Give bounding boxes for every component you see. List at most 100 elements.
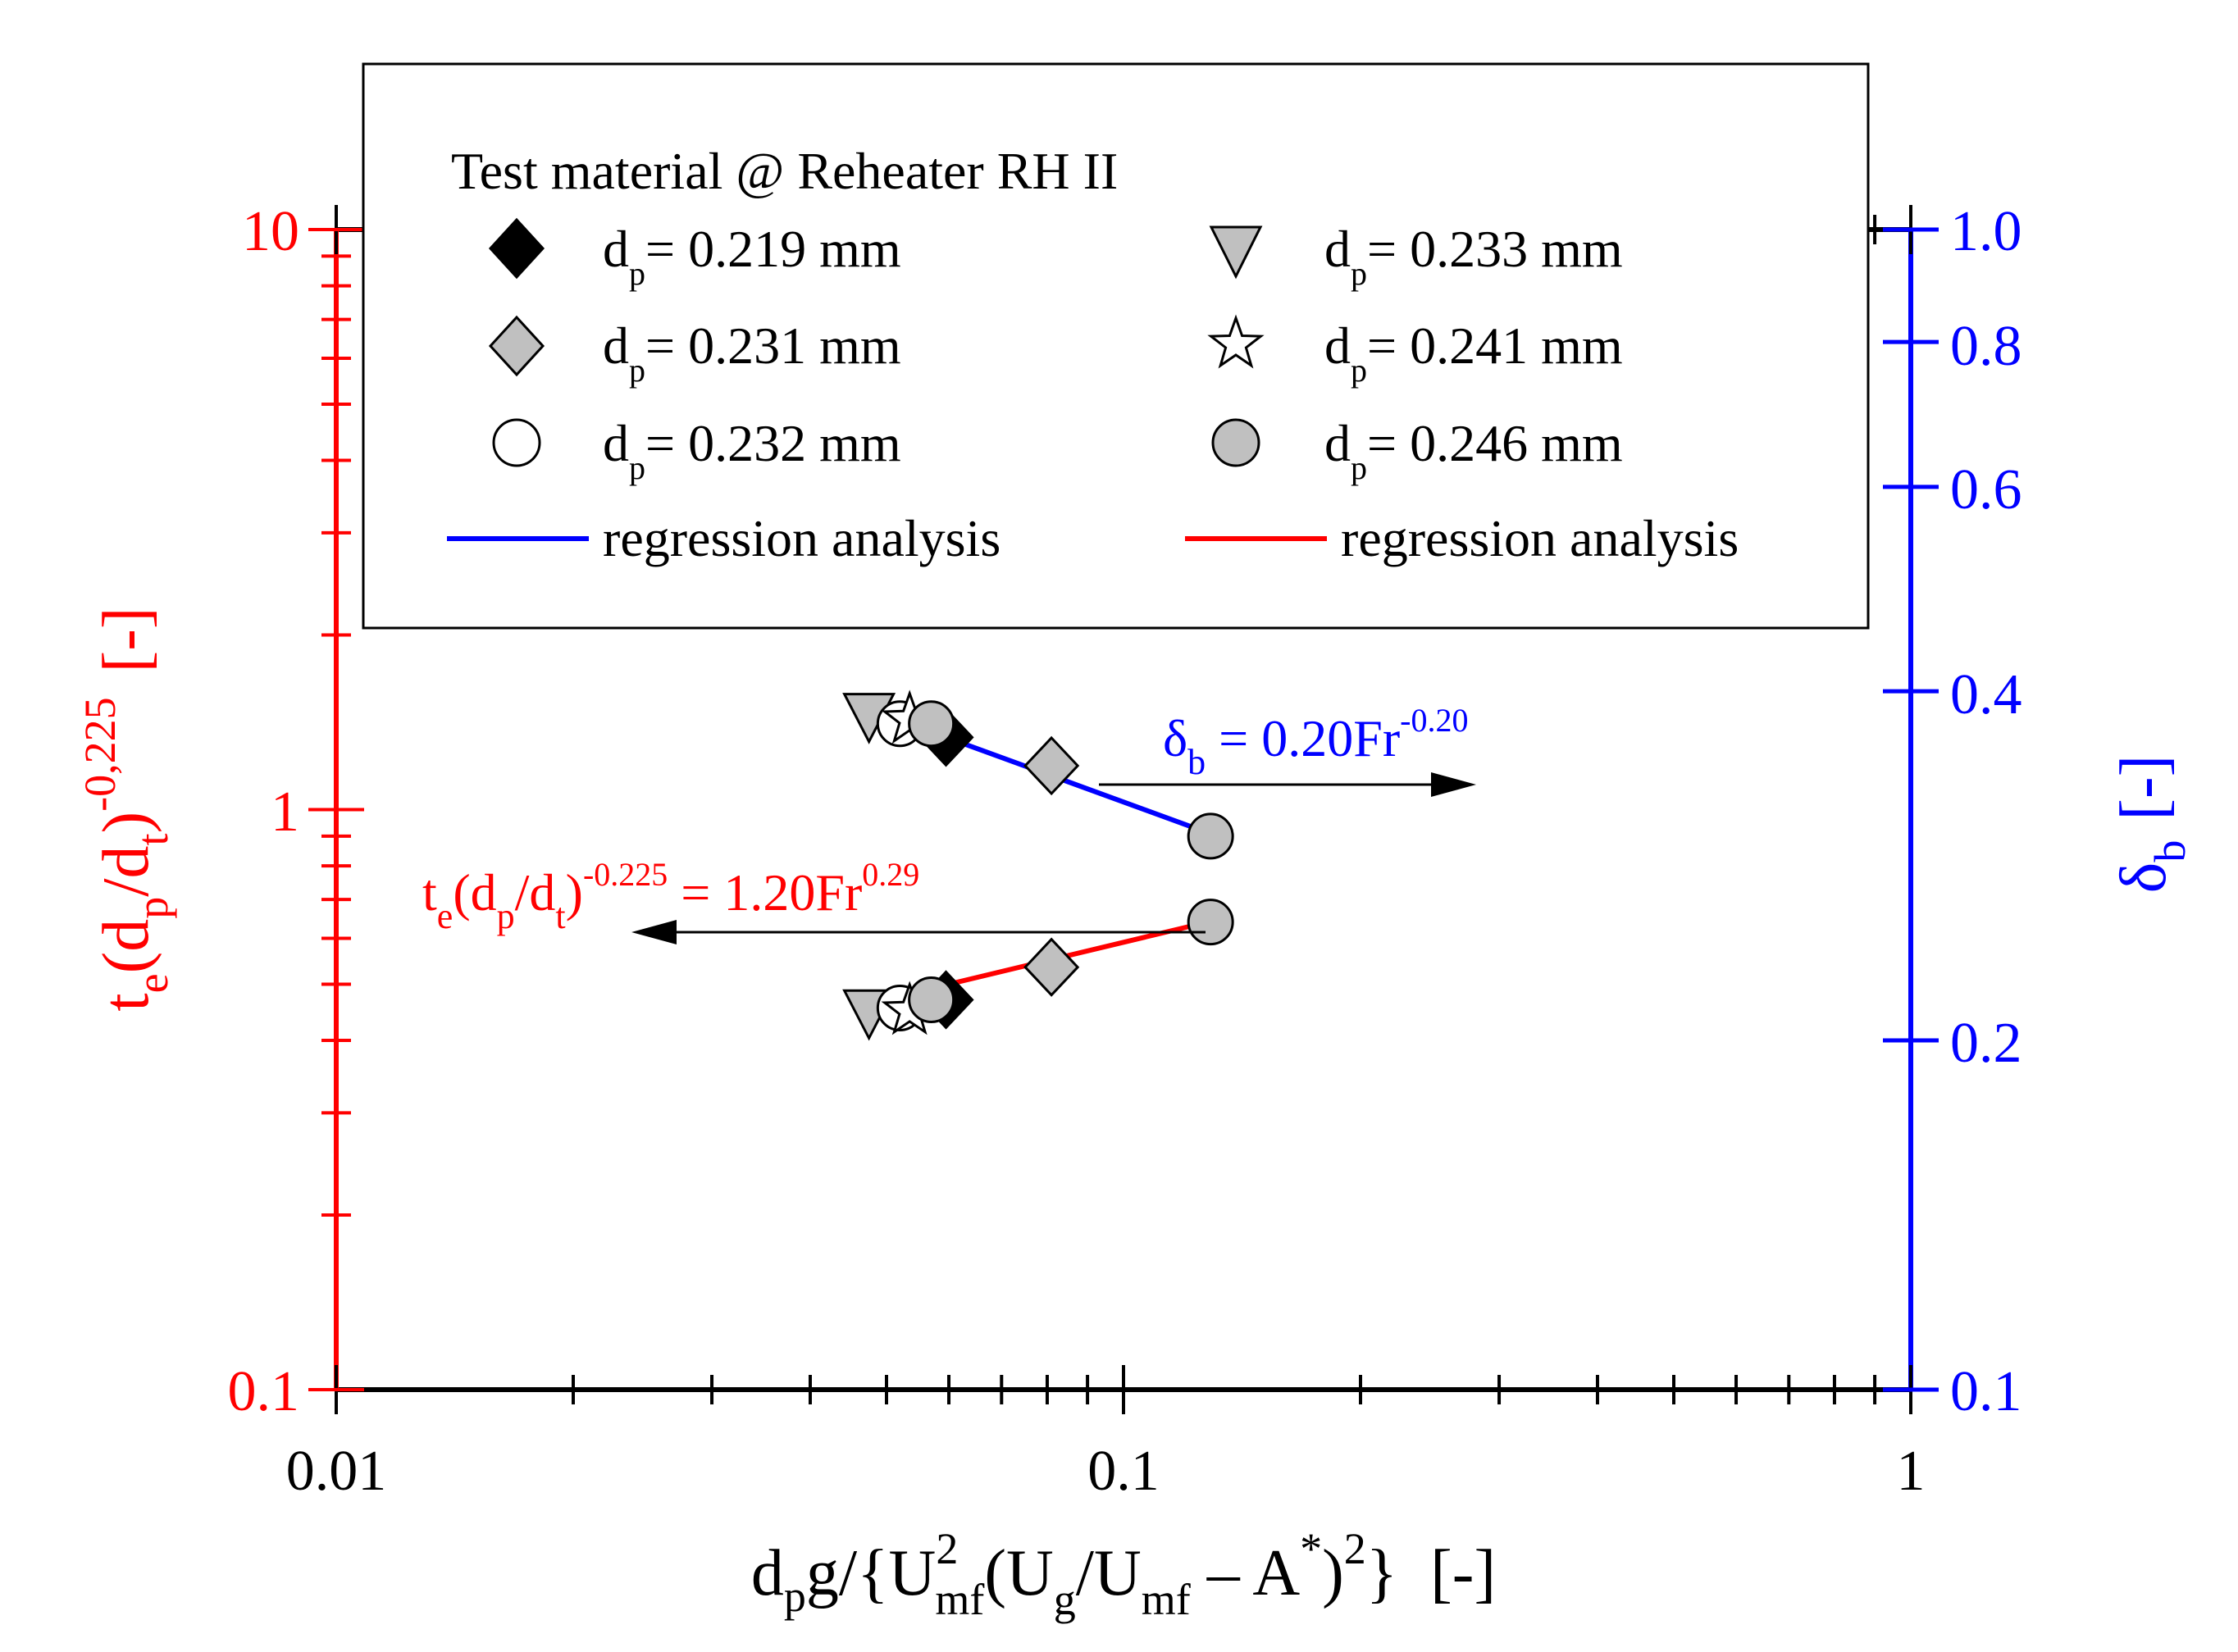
t-ann-t: t	[422, 863, 437, 922]
point-delta-diamond-gray-0	[1023, 735, 1080, 796]
x-label-sup-star: *	[1300, 1524, 1322, 1573]
legend-title: Test material @ Reheater RH II	[451, 142, 1118, 200]
t-ann-sup: -0.225	[583, 856, 668, 893]
x-label-minus-a: – A	[1191, 1537, 1301, 1609]
right-tick-label-0.6: 0.6	[1950, 458, 2022, 521]
x-tick-label-0.01: 0.01	[286, 1440, 387, 1503]
legend-entry-3-text: = 0.241 mm	[1367, 316, 1623, 375]
x-label-sub-g: g	[1054, 1575, 1076, 1624]
legend-entry-0: dp= 0.219 mm	[603, 220, 901, 292]
left-tick-label-0.1: 0.1	[228, 1360, 300, 1423]
point-te-circle-gray-1	[1187, 899, 1234, 946]
right-tick-label-0.1: 0.1	[1950, 1360, 2022, 1423]
t-ann-slash: /d	[515, 863, 556, 922]
left-axis-label: te(dp/dt)-0,225[-]	[75, 607, 177, 1011]
point-te-circle-gray-0	[908, 976, 955, 1023]
point-delta-circle-gray-1	[1187, 812, 1234, 860]
delta-annotation-arrow	[1099, 772, 1476, 797]
delta-ann-sup: -0.20	[1400, 702, 1468, 739]
t-ann-sub-e: e	[437, 896, 454, 936]
left-ticks	[308, 228, 364, 1391]
delta-annotation: δb = 0.20Fr-0.20	[1163, 702, 1468, 782]
legend-entry-2-prefix: d	[603, 316, 629, 375]
legend-entry-5-sub: p	[1351, 449, 1367, 486]
t-ann-sub-t: t	[555, 896, 565, 936]
delta-arrow-head	[1431, 772, 1476, 797]
right-tick-label-1.0: 1.0	[1950, 200, 2022, 263]
legend-entry-1-prefix: d	[1324, 220, 1351, 278]
point-delta-circle-gray-0	[908, 700, 955, 748]
x-label-sub-mf2: mf	[1142, 1575, 1191, 1624]
right-label-sub-b: b	[2145, 840, 2195, 862]
legend-marker-circle-white	[492, 418, 541, 467]
left-label-open: (d	[90, 919, 162, 974]
legend-entry-4-prefix: d	[603, 414, 629, 472]
right-label-delta: δ	[2108, 862, 2180, 894]
legend-entry-5: dp= 0.246 mm	[1324, 414, 1623, 486]
x-label-slash-u: /U	[1076, 1537, 1142, 1609]
left-label-slash: /d	[90, 845, 162, 896]
data-points	[842, 689, 1234, 1041]
legend-entry-2-text: = 0.231 mm	[645, 316, 901, 375]
legend-entry-5-text: = 0.246 mm	[1367, 414, 1623, 472]
left-tick-label-1: 1	[271, 780, 299, 844]
delta-ann-sub: b	[1187, 742, 1206, 782]
t-arrow-head	[631, 920, 677, 944]
legend-box	[362, 62, 1870, 630]
left-tick-label-10: 10	[242, 200, 299, 263]
left-label-sup: -0,225	[75, 697, 125, 811]
t-ann-open: (d	[453, 863, 496, 922]
legend-marker-star	[1207, 314, 1265, 369]
left-label-sub-t: t	[128, 833, 177, 845]
legend-entry-1-sub: p	[1351, 255, 1367, 292]
right-axis-label: δb [-]	[2108, 755, 2195, 894]
left-label-sub-p: p	[128, 897, 177, 919]
left-label-unit: [-]	[90, 607, 162, 672]
right-tick-label-0.4: 0.4	[1950, 663, 2022, 726]
t-ann-close: )	[566, 863, 583, 922]
x-tick-label-0.1: 0.1	[1087, 1440, 1160, 1503]
x-label-close: )	[1322, 1537, 1344, 1609]
legend-entry-3: dp= 0.241 mm	[1324, 316, 1623, 389]
x-tick-label-1: 1	[1897, 1440, 1926, 1503]
legend: Test material @ Reheater RH II dp= 0.219…	[362, 62, 1870, 630]
t-ann-sub-p: p	[497, 896, 515, 936]
x-label-d: d	[751, 1537, 784, 1609]
t-ann-eq: = 1.20Fr	[668, 863, 862, 922]
legend-entry-1: dp= 0.233 mm	[1324, 220, 1623, 292]
left-label-close: )	[90, 812, 162, 834]
x-label-sub-mf: mf	[935, 1575, 984, 1624]
x-label-sup-2: 2	[936, 1524, 958, 1573]
x-label-unit: [-]	[1430, 1537, 1496, 1609]
legend-entry-3-prefix: d	[1324, 316, 1351, 375]
legend-entry-3-sub: p	[1351, 352, 1367, 389]
x-label-brace: }	[1366, 1537, 1397, 1609]
legend-entry-4: dp= 0.232 mm	[603, 414, 901, 486]
legend-marker-diamond-gray	[488, 315, 545, 377]
delta-ann-eq: = 0.20Fr	[1206, 709, 1400, 767]
legend-marker-diamond-black	[488, 217, 545, 280]
legend-entry-0-prefix: d	[603, 220, 629, 278]
delta-ann-symbol: δ	[1163, 709, 1187, 767]
legend-line-blue-label: regression analysis	[603, 509, 1000, 567]
right-tick-label-0.2: 0.2	[1950, 1012, 2022, 1075]
x-label-sub-p: p	[784, 1572, 806, 1621]
x-label-g: g/{U	[806, 1537, 936, 1609]
legend-entry-2: dp= 0.231 mm	[603, 316, 901, 389]
t-annotation: te(dp/dt)-0.225 = 1.20Fr0.29	[422, 856, 919, 936]
x-label-mid: (U	[984, 1537, 1053, 1609]
legend-line-red-label: regression analysis	[1341, 509, 1739, 567]
legend-entry-5-prefix: d	[1324, 414, 1351, 472]
left-label-sub-e: e	[128, 973, 177, 993]
legend-entry-2-sub: p	[629, 352, 645, 389]
legend-entry-4-text: = 0.232 mm	[645, 414, 901, 472]
legend-entry-4-sub: p	[629, 449, 645, 486]
legend-marker-triangle-down	[1209, 225, 1263, 280]
legend-entry-1-text: = 0.233 mm	[1367, 220, 1623, 278]
left-label-t: t	[90, 993, 162, 1011]
x-axis-label: dpg/{U2 mf(Ug/Umf – A*)2} [-]	[751, 1524, 1496, 1624]
point-te-diamond-gray-1	[1023, 937, 1080, 997]
x-label-sup-2b: 2	[1344, 1524, 1366, 1573]
legend-entry-0-sub: p	[629, 255, 645, 292]
